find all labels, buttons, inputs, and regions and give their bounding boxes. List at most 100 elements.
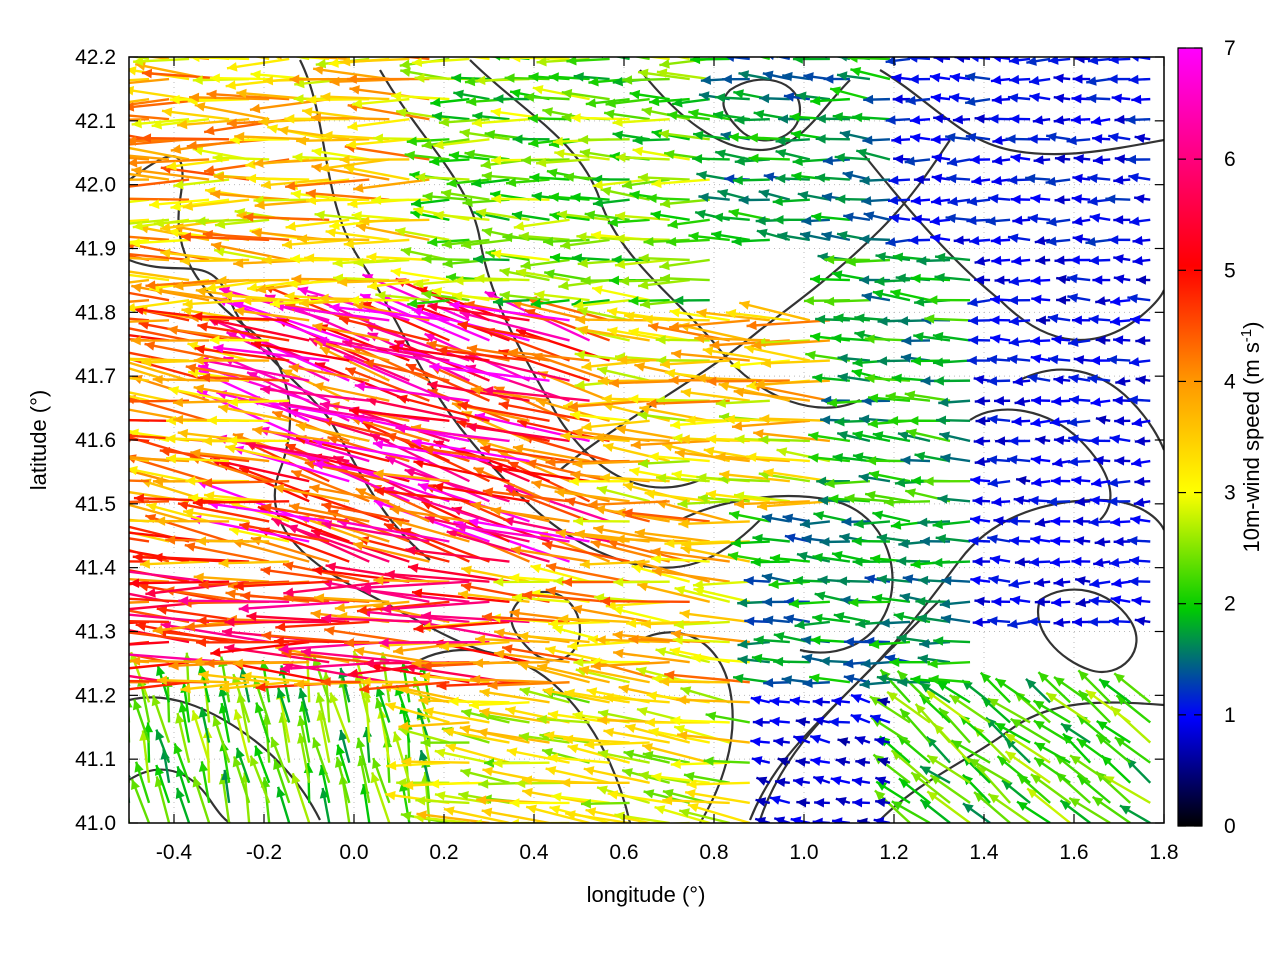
wind-arrow [348, 406, 450, 423]
wind-arrow [642, 314, 710, 325]
wind-arrow [417, 482, 530, 523]
wind-arrow [479, 687, 550, 704]
wind-arrow [809, 673, 851, 684]
wind-arrow [551, 792, 610, 805]
wind-arrow [1108, 557, 1131, 568]
wind-arrow [933, 376, 971, 386]
wind-arrow [1131, 94, 1151, 105]
wind-arrow [985, 216, 1011, 226]
wind-arrow [850, 693, 871, 704]
wind-arrow [1047, 497, 1071, 507]
wind-arrow [987, 414, 1011, 425]
wind-arrow [994, 275, 1011, 286]
wind-arrow [1090, 116, 1111, 126]
wind-arrow [152, 552, 250, 563]
wind-arrow [835, 796, 851, 807]
wind-arrow [792, 776, 811, 787]
wind-arrow [1056, 295, 1071, 305]
wind-arrow [1035, 255, 1051, 266]
wind-arrow [1129, 216, 1151, 226]
wind-arrow [288, 502, 370, 523]
wind-arrow [852, 430, 891, 443]
wind-arrow [1072, 216, 1091, 226]
wind-arrow [796, 797, 810, 808]
wind-arrow [355, 487, 430, 523]
wind-arrow [896, 670, 931, 704]
wind-arrow [145, 278, 230, 290]
wind-arrow [490, 506, 570, 523]
wind-arrow [1005, 134, 1031, 144]
wind-arrow [602, 442, 670, 463]
wind-arrow [510, 545, 590, 563]
wind-arrow [129, 333, 170, 342]
wind-arrow [129, 278, 130, 281]
wind-arrow [795, 717, 811, 727]
wind-arrow [966, 196, 991, 207]
wind-arrow [1014, 557, 1031, 567]
x-tick-label: -0.2 [246, 841, 282, 864]
wind-arrow [715, 398, 770, 408]
wind-arrow [1076, 737, 1111, 764]
wind-arrow [1075, 597, 1091, 608]
wind-arrow [919, 638, 951, 649]
wind-arrow [1054, 154, 1071, 164]
wind-arrow [129, 291, 170, 302]
wind-arrow [974, 114, 991, 124]
wind-arrow [492, 758, 550, 769]
contour-line [879, 69, 1164, 156]
y-tick-label: 41.4 [75, 557, 116, 580]
wind-arrow [260, 566, 350, 583]
wind-arrow [667, 218, 710, 229]
wind-arrow [941, 575, 971, 586]
wind-arrow [206, 415, 270, 426]
wind-arrow [359, 681, 450, 694]
wind-arrow [1090, 397, 1111, 407]
wind-arrow [541, 540, 630, 563]
wind-arrow [1030, 194, 1051, 204]
wind-arrow [680, 387, 750, 402]
wind-arrow [203, 491, 270, 503]
wind-arrow [947, 196, 971, 207]
wind-arrow [891, 135, 911, 145]
wind-arrow [181, 598, 270, 608]
wind-arrow [373, 469, 450, 483]
wind-arrow [991, 255, 1011, 266]
wind-arrow [423, 707, 490, 724]
wind-arrow [303, 762, 314, 803]
wind-arrow [1071, 475, 1091, 486]
wind-arrow [933, 636, 971, 646]
wind-arrow [321, 501, 410, 523]
wind-arrow [352, 541, 430, 563]
wind-arrow [966, 215, 991, 226]
wind-arrow [904, 390, 951, 402]
y-tick-label: 42.1 [75, 110, 116, 133]
wind-arrow [129, 503, 190, 523]
wind-arrow [904, 156, 931, 166]
wind-arrow [1060, 722, 1091, 744]
wind-arrow [907, 57, 931, 63]
wind-arrow [937, 494, 971, 504]
wind-arrow [534, 290, 590, 302]
wind-arrow [431, 111, 470, 122]
wind-arrow [438, 640, 510, 652]
wind-arrow [619, 276, 670, 286]
wind-arrow [861, 196, 891, 206]
wind-arrow [954, 57, 971, 63]
wind-arrow [587, 499, 670, 510]
x-tick-label: 1.4 [969, 841, 999, 864]
colorbar-tick-label: 7 [1224, 37, 1236, 60]
wind-arrow [858, 472, 891, 483]
wind-arrow [129, 469, 170, 483]
wind-arrow [449, 300, 570, 322]
wind-arrow [573, 299, 630, 310]
wind-arrow [205, 278, 270, 293]
wind-arrow [659, 676, 730, 687]
wind-arrow [184, 542, 270, 563]
wind-arrow [666, 236, 710, 247]
wind-arrow [226, 57, 290, 72]
wind-arrow [888, 213, 911, 224]
x-axis: longitude (°) [587, 882, 706, 907]
wind-arrow [974, 456, 991, 467]
wind-arrow [932, 357, 971, 368]
wind-arrow [282, 561, 370, 583]
